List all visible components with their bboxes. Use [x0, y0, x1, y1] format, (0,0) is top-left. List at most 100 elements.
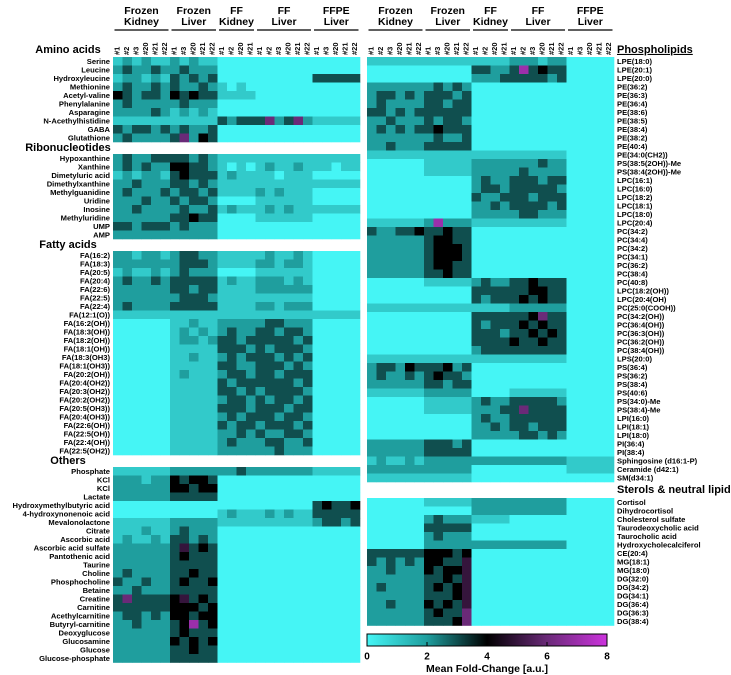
heatmap-cell	[246, 620, 256, 629]
heatmap-cell	[462, 600, 472, 609]
row-label: Ascorbic acid	[60, 535, 110, 544]
heatmap-cell	[227, 302, 237, 311]
heatmap-cell	[341, 293, 351, 303]
heatmap-cell	[151, 65, 161, 75]
heatmap-cell	[265, 475, 275, 485]
heatmap-cell	[246, 205, 256, 214]
heatmap-cell	[585, 252, 596, 262]
heatmap-cell	[341, 552, 351, 561]
heatmap-cell	[547, 99, 558, 109]
heatmap-cell	[462, 210, 472, 219]
heatmap-cell	[557, 591, 567, 601]
heatmap-cell	[566, 303, 577, 313]
heatmap-cell	[236, 526, 247, 536]
heatmap-cell	[170, 353, 180, 362]
heatmap-cell	[424, 422, 434, 432]
heatmap-cell	[179, 205, 190, 214]
heatmap-cell	[160, 421, 171, 430]
heatmap-cell	[490, 82, 501, 92]
heatmap-cell	[509, 583, 520, 592]
heatmap-cell	[274, 310, 285, 320]
heatmap-cell	[395, 617, 406, 626]
heatmap-cell	[405, 523, 415, 533]
heatmap-cell	[585, 405, 596, 415]
heatmap-cell	[132, 251, 142, 260]
heatmap-cell	[519, 184, 529, 194]
heatmap-cell	[452, 227, 463, 236]
heatmap-cell	[350, 259, 361, 269]
heatmap-cell	[538, 549, 548, 558]
heatmap-cell	[132, 492, 142, 502]
heatmap-cell	[376, 99, 387, 109]
heatmap-cell	[395, 380, 406, 389]
heatmap-cell	[284, 569, 294, 578]
heatmap-cell	[585, 337, 596, 347]
heatmap-cell	[414, 286, 425, 296]
heatmap-cell	[376, 574, 387, 584]
heatmap-cell	[462, 456, 472, 466]
heatmap-cell	[566, 515, 577, 524]
heatmap-cell	[132, 543, 142, 553]
heatmap-cell	[433, 540, 444, 550]
heatmap-cell	[132, 293, 142, 303]
heatmap-cell	[132, 268, 142, 277]
heatmap-cell	[303, 518, 313, 527]
heatmap-cell	[246, 370, 256, 379]
heatmap-cell	[557, 439, 567, 449]
heatmap-cell	[236, 577, 247, 587]
heatmap-cell	[265, 370, 275, 379]
heatmap-cell	[471, 566, 482, 575]
heatmap-cell	[160, 154, 171, 163]
heatmap-cell	[481, 439, 491, 449]
heatmap-cell	[576, 431, 586, 440]
heatmap-cell	[141, 438, 152, 447]
heatmap-cell	[322, 285, 332, 294]
heatmap-cell	[179, 501, 190, 510]
heatmap-cell	[246, 91, 256, 100]
heatmap-cell	[227, 535, 237, 544]
heatmap-cell	[170, 171, 180, 180]
row-label: Choline	[82, 569, 110, 578]
heatmap-cell	[528, 167, 539, 177]
heatmap-cell	[538, 354, 548, 364]
heatmap-cell	[312, 125, 323, 134]
heatmap-cell	[293, 637, 304, 646]
heatmap-cell	[151, 370, 161, 379]
heatmap-cell	[481, 116, 491, 126]
heatmap-cell	[122, 65, 133, 75]
heatmap-cell	[265, 91, 275, 100]
heatmap-cell	[170, 492, 180, 502]
heatmap-cell	[576, 218, 586, 228]
heatmap-cell	[538, 116, 548, 126]
heatmap-cell	[509, 414, 520, 423]
sample-label: #1	[509, 47, 518, 55]
row-label: DG(38:4)	[617, 617, 649, 626]
sample-label: #2	[122, 47, 131, 55]
heatmap-cell	[576, 184, 586, 194]
row-label: PC(36:4(OH))	[617, 320, 665, 329]
heatmap-cell	[255, 116, 266, 126]
heatmap-cell	[322, 154, 332, 163]
heatmap-cell	[189, 569, 199, 578]
heatmap-cell	[208, 484, 218, 493]
heatmap-cell	[547, 337, 558, 347]
heatmap-cell	[414, 133, 425, 143]
heatmap-cell	[151, 577, 161, 587]
heatmap-cell	[141, 446, 152, 456]
heatmap-cell	[227, 577, 237, 587]
heatmap-cell	[490, 218, 501, 228]
heatmap-cell	[341, 259, 351, 269]
heatmap-cell	[528, 295, 539, 304]
heatmap-cell	[160, 637, 171, 646]
heatmap-cell	[350, 501, 361, 510]
heatmap-cell	[405, 82, 415, 92]
heatmap-cell	[490, 252, 501, 262]
heatmap-cell	[132, 569, 142, 578]
heatmap-cell	[386, 506, 396, 516]
heatmap-cell	[274, 535, 285, 544]
heatmap-cell	[322, 645, 332, 655]
heatmap-cell	[341, 569, 351, 578]
heatmap-cell	[160, 91, 171, 100]
heatmap-cell	[433, 397, 444, 406]
heatmap-cell	[246, 162, 256, 172]
